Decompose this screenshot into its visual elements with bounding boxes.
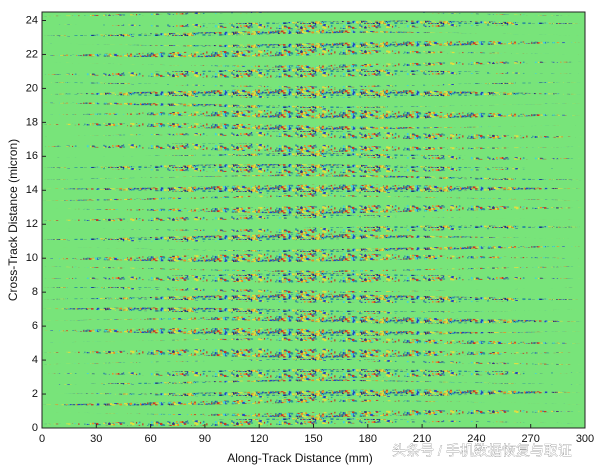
y-tick-label: 0: [32, 422, 38, 434]
x-tick-label: 270: [522, 433, 540, 445]
y-tick-label: 2: [32, 388, 38, 400]
y-tick-label: 20: [26, 82, 38, 94]
y-tick-label: 10: [26, 252, 38, 264]
noise-band: [42, 307, 582, 324]
noise-band: [42, 348, 582, 365]
x-tick-label: 150: [304, 433, 322, 445]
noise-band: [42, 328, 582, 344]
y-tick-label: 4: [32, 354, 38, 366]
noise-band: [42, 12, 582, 17]
x-tick-label: 60: [144, 433, 156, 445]
noise-band: [42, 287, 582, 303]
noise-band: [42, 61, 582, 78]
x-tick-label: 0: [39, 433, 45, 445]
noise-band: [42, 184, 582, 201]
noise-band: [42, 266, 582, 283]
y-tick-label: 18: [26, 116, 38, 128]
noise-band: [42, 369, 582, 385]
noise-band: [42, 102, 582, 119]
x-tick-label: 180: [359, 433, 377, 445]
noise-band: [42, 389, 582, 406]
y-tick-label: 16: [26, 150, 38, 162]
noise-band: [42, 164, 582, 181]
y-tick-label: 6: [32, 320, 38, 332]
noise-band: [42, 123, 582, 140]
noise-band: [42, 41, 582, 58]
noise-band: [42, 225, 582, 242]
noise-band: [42, 82, 582, 99]
y-tick-label: 22: [26, 48, 38, 60]
x-tick-label: 120: [250, 433, 268, 445]
x-tick-label: 240: [467, 433, 485, 445]
y-axis-label: Cross-Track Distance (micron): [6, 139, 20, 301]
noise-band: [42, 410, 582, 426]
y-tick-label: 24: [26, 14, 38, 26]
watermark: 头条号 / 手机数据恢复与取证: [392, 443, 572, 459]
noise-band: [42, 143, 582, 160]
y-tick-label: 8: [32, 286, 38, 298]
x-tick-label: 90: [199, 433, 211, 445]
x-tick-label: 210: [413, 433, 431, 445]
noise-band: [42, 20, 582, 37]
y-tick-label: 12: [26, 218, 38, 230]
x-tick-label: 30: [90, 433, 102, 445]
noise-band: [42, 246, 582, 263]
noise-band: [42, 205, 582, 222]
x-axis-label: Along-Track Distance (mm): [227, 451, 373, 465]
x-tick-label: 300: [576, 433, 594, 445]
plot-area: [42, 12, 585, 428]
y-tick-label: 14: [26, 184, 38, 196]
